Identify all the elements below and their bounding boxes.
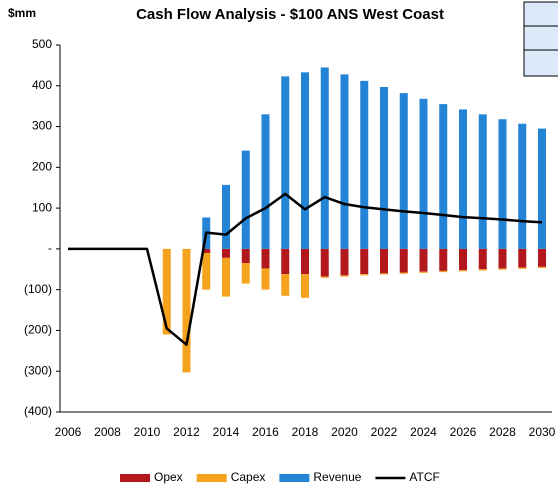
- bar: [478, 114, 487, 249]
- bar: [459, 270, 467, 272]
- bar: [301, 274, 309, 298]
- y-tick-label: 300: [32, 119, 52, 133]
- x-tick-label: 2030: [529, 425, 556, 439]
- bar: [301, 72, 309, 249]
- bar: [241, 248, 250, 264]
- bar: [399, 93, 408, 249]
- bar: [281, 274, 290, 296]
- legend-swatch: [279, 474, 310, 482]
- bar: [380, 273, 388, 275]
- bar: [419, 248, 428, 272]
- x-tick-label: 2014: [213, 425, 240, 439]
- x-tick-label: 2006: [55, 425, 82, 439]
- bar: [518, 248, 527, 268]
- bar: [320, 67, 329, 249]
- bar: [162, 248, 171, 335]
- bar: [419, 98, 428, 249]
- bar: [281, 248, 290, 275]
- bar: [459, 248, 467, 271]
- x-tick-label: 2026: [450, 425, 477, 439]
- x-tick-label: 2028: [489, 425, 516, 439]
- bar: [241, 150, 250, 249]
- bar: [538, 248, 546, 267]
- x-tick-label: 2012: [173, 425, 200, 439]
- y-tick-label: (100): [24, 282, 52, 296]
- legend-label: ATCF: [409, 470, 439, 484]
- bar: [222, 257, 230, 297]
- y-tick-label: 400: [32, 78, 52, 92]
- bar: [340, 248, 349, 276]
- x-tick-label: 2008: [94, 425, 121, 439]
- y-tick-label: 500: [32, 37, 52, 51]
- bar: [360, 248, 369, 275]
- bar: [281, 76, 290, 249]
- bar: [261, 268, 270, 290]
- bar: [439, 104, 448, 249]
- bar: [498, 268, 507, 270]
- legend-label: Capex: [231, 470, 266, 484]
- legend-swatch: [120, 474, 150, 482]
- bar: [518, 123, 527, 249]
- bar: [360, 80, 369, 249]
- bar: [518, 267, 527, 269]
- bar: [439, 248, 448, 271]
- y-tick-label: (200): [24, 323, 52, 337]
- legend-swatch: [196, 474, 227, 482]
- bar: [538, 266, 546, 269]
- bar: [459, 109, 467, 249]
- table-cell: [523, 25, 558, 51]
- bar: [498, 119, 507, 249]
- x-tick-label: 2018: [292, 425, 319, 439]
- bar: [241, 263, 250, 284]
- bar: [439, 270, 448, 273]
- bar: [360, 274, 369, 276]
- bar: [340, 275, 349, 277]
- y-tick-label: 200: [32, 160, 52, 174]
- legend-label: Revenue: [313, 470, 361, 484]
- bar: [538, 128, 546, 249]
- y-axis-label: $mm: [8, 6, 36, 20]
- bar: [340, 74, 349, 249]
- table-cell: [523, 49, 558, 77]
- bar: [261, 248, 270, 269]
- x-tick-label: 2016: [252, 425, 279, 439]
- bar: [222, 184, 230, 249]
- y-tick-label: -: [48, 241, 52, 255]
- bar: [498, 248, 507, 269]
- y-tick-label: (300): [24, 363, 52, 377]
- bar: [478, 248, 487, 270]
- bar: [478, 269, 487, 271]
- y-tick-label: 100: [32, 200, 52, 214]
- x-tick-label: 2010: [134, 425, 161, 439]
- bar: [399, 272, 408, 274]
- legend-label: Opex: [154, 470, 183, 484]
- table-cell: [523, 1, 558, 27]
- bar: [380, 87, 388, 249]
- x-tick-label: 2020: [331, 425, 358, 439]
- x-tick-label: 2024: [410, 425, 437, 439]
- bar: [202, 248, 211, 253]
- line: [68, 192, 543, 346]
- bar: [320, 276, 329, 278]
- bar: [380, 248, 388, 274]
- bar: [301, 248, 309, 275]
- chart-title: Cash Flow Analysis - $100 ANS West Coast: [136, 6, 444, 23]
- bar: [261, 114, 270, 249]
- bar: [202, 252, 211, 290]
- bar: [182, 248, 191, 373]
- bar: [399, 248, 408, 273]
- bar: [222, 248, 230, 258]
- bar: [419, 271, 428, 273]
- bar: [320, 248, 329, 277]
- x-tick-label: 2022: [371, 425, 398, 439]
- y-tick-label: (400): [24, 404, 52, 418]
